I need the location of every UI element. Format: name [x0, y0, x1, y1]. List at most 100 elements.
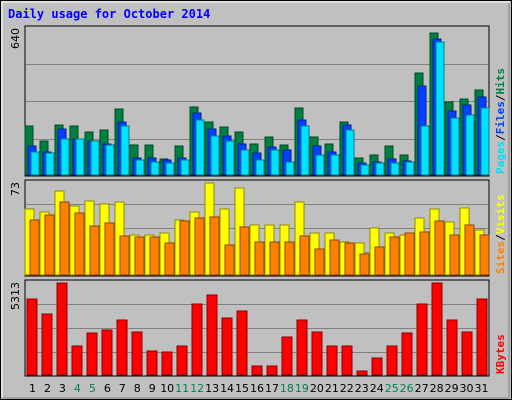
bar-sites-day-16: [254, 241, 265, 276]
chart-title: Daily usage for October 2014: [8, 7, 210, 21]
bar-pages-day-19: [300, 125, 310, 176]
legend-pages-label: Pages: [494, 141, 507, 174]
x-tick-label-day-13: 13: [205, 382, 219, 395]
bar-kbytes-day-17: [266, 365, 278, 376]
bar-kbytes-day-25: [386, 345, 398, 376]
x-tick-label-day-24: 24: [370, 382, 384, 395]
bar-pages-day-7: [120, 125, 130, 176]
x-tick-label-day-11: 11: [175, 382, 189, 395]
bar-kbytes-day-11: [176, 345, 188, 376]
bar-sites-day-15: [239, 226, 250, 276]
x-tick-label-day-7: 7: [119, 382, 126, 395]
bar-pages-day-18: [285, 161, 295, 176]
legend-files-label: Files: [494, 101, 507, 134]
legend-separator: /: [494, 234, 507, 241]
bar-pages-day-27: [420, 125, 430, 176]
x-tick-label-day-12: 12: [190, 382, 204, 395]
bar-kbytes-day-30: [461, 331, 473, 376]
x-tick-label-day-15: 15: [235, 382, 249, 395]
y-max-label: 640: [9, 28, 22, 49]
bar-pages-day-21: [330, 154, 340, 176]
bar-kbytes-day-5: [86, 332, 98, 376]
bar-sites-day-21: [329, 239, 340, 276]
x-tick-label-day-27: 27: [415, 382, 429, 395]
panel-visits-sites: 73 Sites/Visits: [9, 179, 507, 277]
legend-hits-label: Hits: [494, 68, 507, 95]
x-tick-label-day-28: 28: [430, 382, 444, 395]
bar-sites-day-14: [224, 244, 235, 276]
bar-sites-day-26: [404, 232, 415, 276]
bar-pages-day-8: [135, 159, 145, 176]
bar-kbytes-day-1: [26, 298, 38, 376]
x-tick-label-day-5: 5: [89, 382, 96, 395]
bar-sites-day-20: [314, 248, 325, 276]
bar-kbytes-day-6: [101, 329, 113, 376]
bar-sites-day-12: [194, 217, 205, 276]
bar-pages-day-28: [435, 41, 445, 176]
bar-kbytes-day-21: [326, 345, 338, 376]
x-tick-label-day-16: 16: [250, 382, 264, 395]
bar-pages-day-24: [375, 162, 385, 176]
x-tick-label-day-14: 14: [220, 382, 234, 395]
y-max-label: 73: [9, 182, 22, 196]
bar-kbytes-day-29: [446, 319, 458, 376]
bar-kbytes-day-26: [401, 332, 413, 376]
legend-label-visits-sites: Sites/Visits: [494, 195, 507, 275]
bar-kbytes-day-8: [131, 331, 143, 376]
x-tick-label-day-29: 29: [445, 382, 459, 395]
bar-pages-day-4: [75, 138, 85, 176]
bar-kbytes-day-15: [236, 310, 248, 376]
legend-separator: /: [494, 134, 507, 141]
x-tick-label-day-22: 22: [340, 382, 354, 395]
legend-label-hits-files-pages: Pages/Files/Hits: [494, 68, 507, 174]
bar-sites-day-11: [179, 220, 190, 276]
bar-kbytes-day-10: [161, 351, 173, 376]
x-tick-label-day-2: 2: [44, 382, 51, 395]
bar-pages-day-6: [105, 144, 115, 176]
bar-sites-day-6: [104, 222, 115, 276]
bar-kbytes-day-23: [356, 370, 368, 376]
bar-sites-day-27: [419, 231, 430, 276]
bar-sites-day-5: [89, 225, 100, 276]
x-tick-label-day-31: 31: [475, 382, 489, 395]
bar-kbytes-day-7: [116, 319, 128, 376]
bar-pages-day-23: [360, 164, 370, 176]
bar-pages-day-10: [165, 162, 175, 176]
bar-sites-day-10: [164, 242, 175, 276]
bar-sites-day-3: [59, 201, 70, 276]
bar-pages-day-29: [450, 117, 460, 176]
bar-pages-day-31: [480, 107, 490, 176]
bar-pages-day-20: [315, 154, 325, 176]
legend-visits-label: Visits: [494, 195, 507, 235]
bar-sites-day-19: [299, 235, 310, 276]
bar-sites-day-29: [449, 234, 460, 276]
bar-sites-day-9: [149, 236, 160, 276]
bar-sites-day-28: [434, 220, 445, 276]
bar-pages-day-25: [390, 162, 400, 176]
x-tick-label-day-23: 23: [355, 382, 369, 395]
x-tick-label-day-6: 6: [104, 382, 111, 395]
bar-pages-day-16: [255, 159, 265, 176]
bar-kbytes-day-13: [206, 294, 218, 376]
bar-sites-day-22: [344, 242, 355, 276]
bar-pages-day-14: [225, 140, 235, 176]
chart-panels: 640Pages/Files/Hits73Sites/Visits5313KBy…: [9, 25, 507, 377]
x-tick-label-day-26: 26: [400, 382, 414, 395]
bar-pages-day-9: [150, 161, 160, 176]
bar-sites-day-2: [44, 214, 55, 276]
bar-sites-day-24: [374, 246, 385, 276]
bar-kbytes-day-16: [251, 365, 263, 376]
bar-sites-day-1: [29, 219, 40, 276]
x-tick-label-day-30: 30: [460, 382, 474, 395]
bar-pages-day-13: [210, 135, 220, 176]
x-tick-label-day-3: 3: [59, 382, 66, 395]
bar-kbytes-day-14: [221, 317, 233, 376]
bar-kbytes-day-22: [341, 345, 353, 376]
bar-pages-day-11: [180, 159, 190, 176]
bar-sites-day-8: [134, 236, 145, 276]
bar-sites-day-25: [389, 236, 400, 276]
bar-sites-day-17: [269, 241, 280, 276]
bar-sites-day-18: [284, 241, 295, 276]
